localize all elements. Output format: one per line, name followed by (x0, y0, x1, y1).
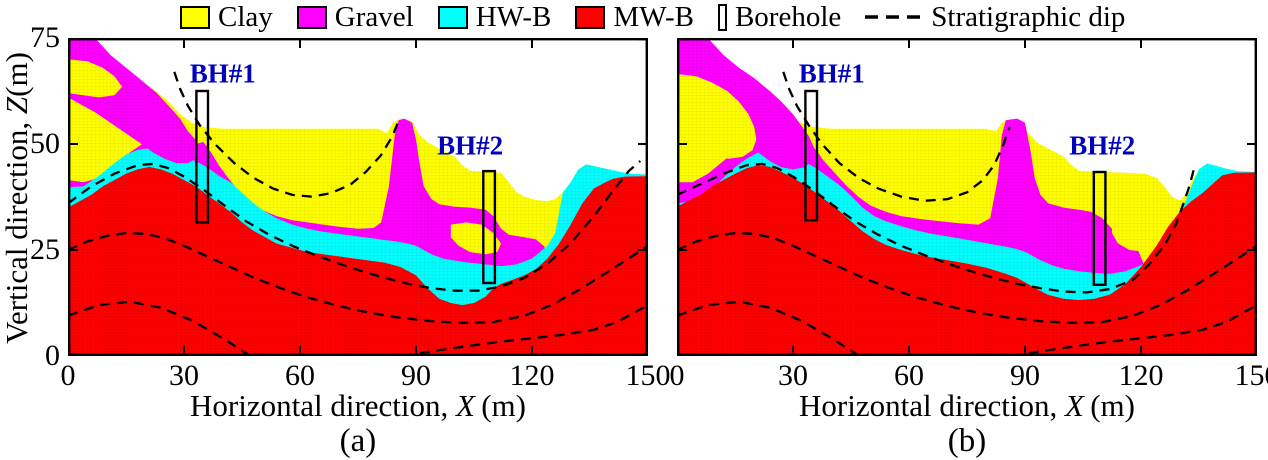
x-tick-label: 150 (625, 359, 671, 392)
stratigraphic-dip-line (677, 231, 1257, 325)
x-axis-title-suffix: (m) (1090, 388, 1135, 423)
legend-item-gravel: Gravel (296, 1, 414, 33)
stratigraphic-dip-line (68, 300, 648, 356)
borehole-label: BH#1 (190, 59, 256, 89)
legend: Clay Gravel HW-B MW-B Borehole Stratigraphic … (180, 1, 1125, 33)
cell-grid-texture (68, 38, 648, 356)
cross-section-panel-b: BH#1 BH#2 (677, 38, 1257, 356)
plot-border (677, 38, 1257, 356)
legend-label: Stratigraphic dip (931, 1, 1126, 33)
x-axis-title-prefix: Horizontal direction, (799, 388, 1066, 423)
y-tick-label: 50 (30, 127, 60, 160)
borehole-bh1 (195, 89, 210, 224)
cell-grid-texture (677, 38, 1257, 356)
y-axis-variable: Z (0, 96, 34, 115)
x-tick-label: 120 (509, 359, 555, 392)
legend-item-stratigraphic-dip: Stratigraphic dip (865, 1, 1125, 33)
borehole-label: BH#2 (1069, 131, 1135, 161)
legend-swatch-icon (437, 5, 468, 29)
plot-border (68, 38, 648, 356)
y-tick-label: 0 (45, 339, 60, 372)
stratigraphic-dip-line (677, 162, 1196, 294)
x-tick-label: 0 (60, 359, 76, 392)
x-axis-variable: X (456, 388, 475, 423)
caption-panel-b: (b) (947, 423, 987, 459)
x-tick-label: 120 (1118, 359, 1164, 392)
y-axis-title: Vertical direction, Z(m) (0, 27, 34, 369)
legend-swatch-icon (296, 5, 327, 29)
legend-label: Gravel (334, 1, 414, 33)
legend-label: MW-B (613, 1, 694, 33)
legend-label: Clay (218, 1, 273, 33)
borehole-bh1 (804, 89, 819, 222)
caption-panel-a: (a) (339, 423, 377, 459)
legend-label: HW-B (475, 1, 552, 33)
x-tick-label: 60 (285, 359, 315, 392)
x-axis-title-prefix: Horizontal direction, (190, 388, 457, 423)
cross-section-panel-a: BH#1 BH#2 (68, 38, 648, 356)
borehole-symbol-icon (717, 3, 727, 31)
x-tick-label: 90 (401, 359, 431, 392)
x-tick-label: 30 (778, 359, 808, 392)
legend-swatch-icon (575, 5, 606, 29)
borehole-bh2 (482, 169, 497, 285)
legend-label: Borehole (734, 1, 842, 33)
legend-item-borehole: Borehole (717, 1, 842, 33)
cross-section-plot: BH#1 BH#2 (68, 38, 648, 356)
x-axis-title-b: Horizontal direction, X (m) (677, 388, 1257, 424)
borehole-label: BH#1 (799, 59, 865, 89)
y-tick-label: 25 (30, 233, 60, 266)
stratigraphic-dip-line (782, 71, 1011, 202)
x-tick-label: 150 (1234, 359, 1268, 392)
stratigraphic-dip-line (677, 300, 1257, 356)
legend-item-clay: Clay (180, 1, 273, 33)
borehole-label: BH#2 (437, 131, 503, 161)
cross-section-plot: BH#1 BH#2 (677, 38, 1257, 356)
y-axis-title-suffix: (m) (0, 52, 34, 97)
dashed-line-icon (865, 15, 924, 19)
x-tick-label: 0 (669, 359, 685, 392)
y-tick-label: 75 (30, 21, 60, 54)
legend-item-hw-b: HW-B (437, 1, 552, 33)
x-tick-label: 30 (169, 359, 199, 392)
stratigraphic-dip-line (68, 160, 642, 292)
x-tick-label: 60 (894, 359, 924, 392)
stratigraphic-dip-line (68, 231, 648, 325)
x-axis-variable: X (1065, 388, 1084, 423)
borehole-bh2 (1092, 170, 1107, 287)
legend-item-mw-b: MW-B (575, 1, 694, 33)
x-axis-title-a: Horizontal direction, X (m) (68, 388, 648, 424)
legend-swatch-icon (180, 5, 210, 29)
x-axis-title-suffix: (m) (481, 388, 526, 423)
x-tick-label: 90 (1010, 359, 1040, 392)
